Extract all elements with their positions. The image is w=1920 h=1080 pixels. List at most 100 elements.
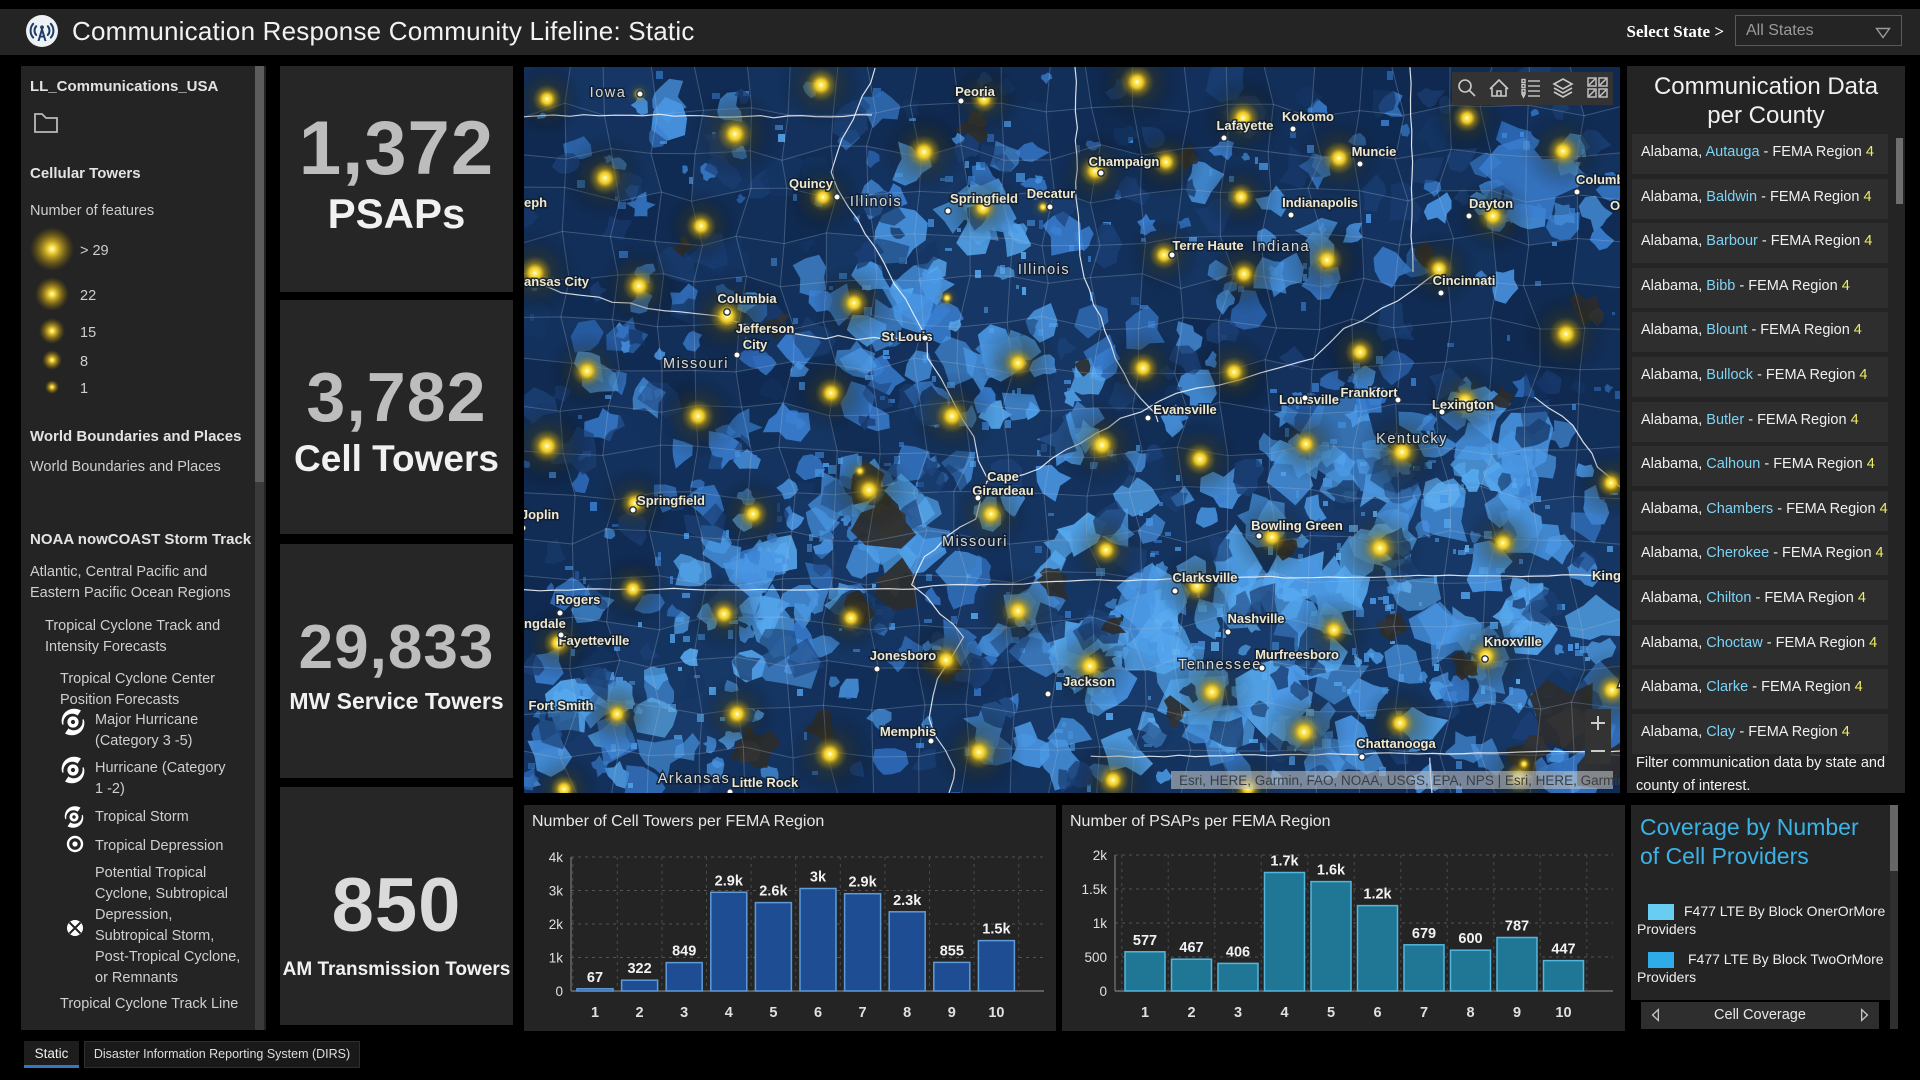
svg-text:Rogers: Rogers xyxy=(556,592,601,607)
svg-text:Kentucky: Kentucky xyxy=(1376,431,1448,447)
svg-text:Champaign: Champaign xyxy=(1089,154,1160,169)
svg-text:5: 5 xyxy=(1327,1005,1335,1021)
svg-text:Chattanooga: Chattanooga xyxy=(1356,736,1436,751)
svg-text:577: 577 xyxy=(1133,933,1157,949)
svg-text:Kingsp: Kingsp xyxy=(1592,568,1620,583)
svg-text:Lexington: Lexington xyxy=(1432,397,1494,412)
svg-text:Missouri: Missouri xyxy=(942,534,1008,550)
svg-text:Jackson: Jackson xyxy=(1063,674,1115,689)
svg-text:Indiana: Indiana xyxy=(1252,239,1310,255)
svg-text:4: 4 xyxy=(1280,1005,1288,1021)
svg-text:Peoria: Peoria xyxy=(955,84,996,99)
svg-text:Number of Cell Towers per FEMA: Number of Cell Towers per FEMA Region xyxy=(532,813,824,830)
svg-text:849: 849 xyxy=(672,944,696,960)
svg-text:Memphis: Memphis xyxy=(880,724,936,739)
svg-text:Little Rock: Little Rock xyxy=(732,775,799,790)
svg-text:Esri, HERE, Garmin, FAO, NOAA,: Esri, HERE, Garmin, FAO, NOAA, USGS, EPA… xyxy=(1179,773,1620,788)
svg-text:8: 8 xyxy=(1466,1005,1474,1021)
svg-text:6: 6 xyxy=(814,1005,822,1021)
svg-text:2k: 2k xyxy=(549,917,564,932)
svg-text:Springfield: Springfield xyxy=(637,493,705,508)
svg-text:1: 1 xyxy=(1141,1005,1149,1021)
svg-text:787: 787 xyxy=(1505,919,1529,935)
svg-text:447: 447 xyxy=(1551,942,1575,958)
svg-text:Fort Smith: Fort Smith xyxy=(529,698,594,713)
svg-text:500: 500 xyxy=(1084,950,1107,965)
svg-text:600: 600 xyxy=(1458,931,1482,947)
svg-text:ngdale: ngdale xyxy=(524,616,566,631)
svg-text:2.9k: 2.9k xyxy=(715,873,744,889)
svg-text:9: 9 xyxy=(1513,1005,1521,1021)
svg-text:3: 3 xyxy=(1234,1005,1242,1021)
svg-text:467: 467 xyxy=(1179,940,1203,956)
svg-text:Springfield: Springfield xyxy=(950,191,1018,206)
svg-text:406: 406 xyxy=(1226,944,1250,960)
svg-text:Missouri: Missouri xyxy=(663,356,729,372)
svg-text:Columbia: Columbia xyxy=(717,291,777,306)
svg-text:1k: 1k xyxy=(549,951,564,966)
svg-text:Number of PSAPs per FEMA Regio: Number of PSAPs per FEMA Region xyxy=(1070,813,1331,830)
svg-text:10: 10 xyxy=(988,1005,1004,1021)
svg-text:1.7k: 1.7k xyxy=(1270,854,1299,870)
svg-text:2: 2 xyxy=(1187,1005,1195,1021)
svg-text:7: 7 xyxy=(1420,1005,1428,1021)
svg-text:7: 7 xyxy=(859,1005,867,1021)
svg-text:Murfreesboro: Murfreesboro xyxy=(1255,647,1339,662)
svg-text:Louisville: Louisville xyxy=(1279,392,1339,407)
svg-text:2k: 2k xyxy=(1093,848,1108,863)
svg-text:Girardeau: Girardeau xyxy=(972,483,1033,498)
svg-text:eph: eph xyxy=(524,195,547,210)
svg-text:ansas City: ansas City xyxy=(524,274,590,289)
svg-text:Evansville: Evansville xyxy=(1153,402,1217,417)
svg-text:Columbu: Columbu xyxy=(1576,172,1620,187)
svg-text:Quincy: Quincy xyxy=(789,176,834,191)
svg-text:Frankfort: Frankfort xyxy=(1340,385,1398,400)
svg-text:St Louis: St Louis xyxy=(881,329,932,344)
svg-text:855: 855 xyxy=(940,943,964,959)
svg-text:1.6k: 1.6k xyxy=(1317,863,1346,879)
svg-text:9: 9 xyxy=(948,1005,956,1021)
svg-text:2.3k: 2.3k xyxy=(893,893,922,909)
svg-text:Knoxville: Knoxville xyxy=(1484,634,1542,649)
svg-text:2.9k: 2.9k xyxy=(848,875,877,891)
svg-text:5: 5 xyxy=(769,1005,777,1021)
svg-text:Nashville: Nashville xyxy=(1227,611,1284,626)
svg-text:1.5k: 1.5k xyxy=(1081,882,1107,897)
svg-text:Cape: Cape xyxy=(987,469,1019,484)
svg-text:Tennessee: Tennessee xyxy=(1178,657,1262,673)
svg-text:Arkansas: Arkansas xyxy=(658,771,730,787)
svg-text:1: 1 xyxy=(591,1005,599,1021)
svg-text:4: 4 xyxy=(725,1005,733,1021)
svg-text:1k: 1k xyxy=(1093,916,1108,931)
svg-text:Jonesboro: Jonesboro xyxy=(870,648,937,663)
svg-text:4k: 4k xyxy=(549,850,564,865)
svg-text:Iowa: Iowa xyxy=(590,85,627,101)
svg-text:322: 322 xyxy=(627,961,651,977)
svg-text:Kokomo: Kokomo xyxy=(1282,109,1334,124)
svg-text:Fayetteville: Fayetteville xyxy=(559,633,630,648)
svg-text:67: 67 xyxy=(587,970,603,986)
svg-text:2: 2 xyxy=(636,1005,644,1021)
svg-text:8: 8 xyxy=(903,1005,911,1021)
svg-text:Illinois: Illinois xyxy=(850,194,902,210)
svg-text:Dayton: Dayton xyxy=(1469,196,1513,211)
svg-text:City: City xyxy=(743,337,768,352)
svg-text:2.6k: 2.6k xyxy=(759,884,788,900)
svg-text:Terre Haute: Terre Haute xyxy=(1172,238,1243,253)
svg-text:Clarksville: Clarksville xyxy=(1172,570,1237,585)
svg-text:10: 10 xyxy=(1555,1005,1571,1021)
svg-text:A: A xyxy=(1618,675,1620,690)
svg-text:Joplin: Joplin xyxy=(524,507,559,522)
svg-text:3k: 3k xyxy=(810,870,827,886)
svg-text:Decatur: Decatur xyxy=(1027,186,1075,201)
svg-text:1.5k: 1.5k xyxy=(982,922,1011,938)
svg-text:Bowling Green: Bowling Green xyxy=(1251,518,1343,533)
svg-text:3: 3 xyxy=(680,1005,688,1021)
svg-text:Illinois: Illinois xyxy=(1018,262,1070,278)
svg-text:679: 679 xyxy=(1412,926,1436,942)
svg-text:Muncie: Muncie xyxy=(1352,144,1397,159)
svg-text:Cincinnati: Cincinnati xyxy=(1433,273,1496,288)
svg-text:3k: 3k xyxy=(549,884,564,899)
svg-text:0: 0 xyxy=(1099,984,1107,999)
svg-text:Jefferson: Jefferson xyxy=(736,321,795,336)
